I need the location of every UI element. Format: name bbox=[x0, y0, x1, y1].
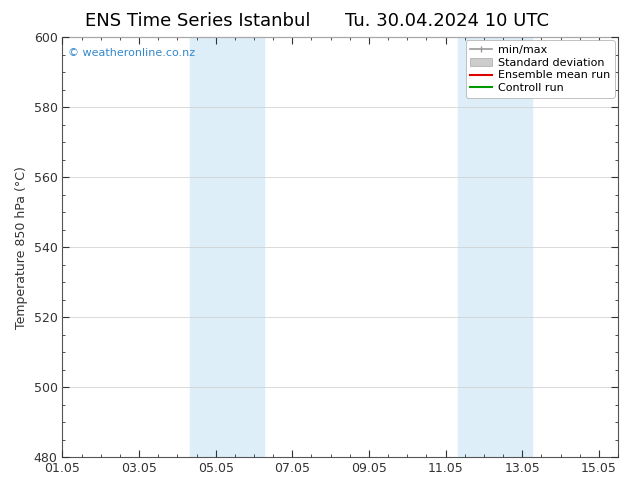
Bar bbox=[458, 37, 532, 457]
Y-axis label: Temperature 850 hPa (°C): Temperature 850 hPa (°C) bbox=[15, 166, 28, 329]
Text: © weatheronline.co.nz: © weatheronline.co.nz bbox=[68, 48, 195, 58]
Bar bbox=[190, 37, 264, 457]
Legend: min/max, Standard deviation, Ensemble mean run, Controll run: min/max, Standard deviation, Ensemble me… bbox=[466, 41, 615, 98]
Text: ENS Time Series Istanbul      Tu. 30.04.2024 10 UTC: ENS Time Series Istanbul Tu. 30.04.2024 … bbox=[85, 12, 549, 30]
